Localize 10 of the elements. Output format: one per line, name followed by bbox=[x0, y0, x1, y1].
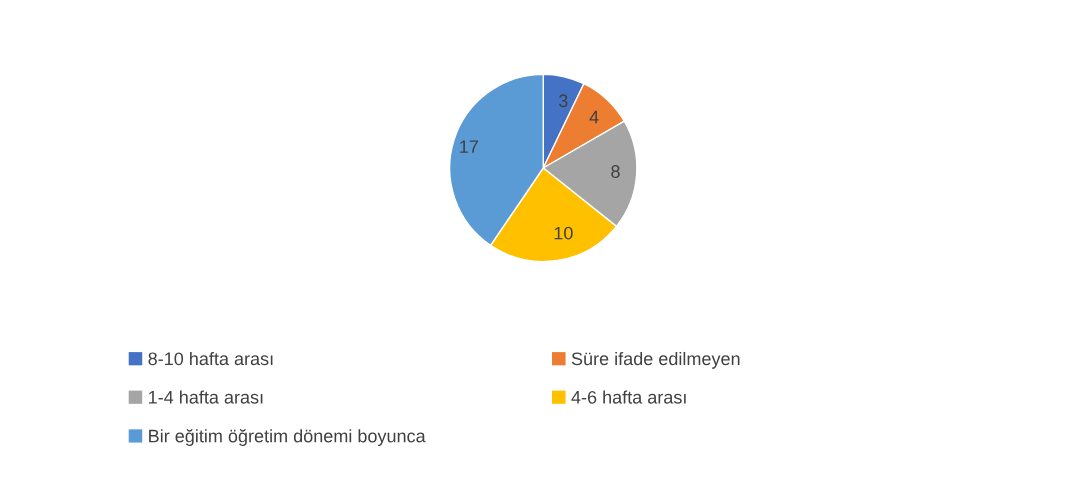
data-label: 10 bbox=[554, 226, 573, 240]
legend-label: Süre ifade edilmeyen bbox=[571, 351, 740, 369]
legend-label: 8-10 hafta arası bbox=[148, 351, 273, 366]
data-label: 8 bbox=[611, 165, 620, 178]
legend-label: Bir eğitim öğretim dönemi boyunca bbox=[149, 428, 426, 446]
legend-label: 4-6 hafta arası bbox=[571, 390, 686, 404]
legend-label: 1-4 hafta arası bbox=[149, 390, 263, 404]
data-label: 17 bbox=[460, 140, 478, 153]
data-label: 4 bbox=[589, 110, 599, 124]
data-label: 3 bbox=[558, 94, 568, 108]
